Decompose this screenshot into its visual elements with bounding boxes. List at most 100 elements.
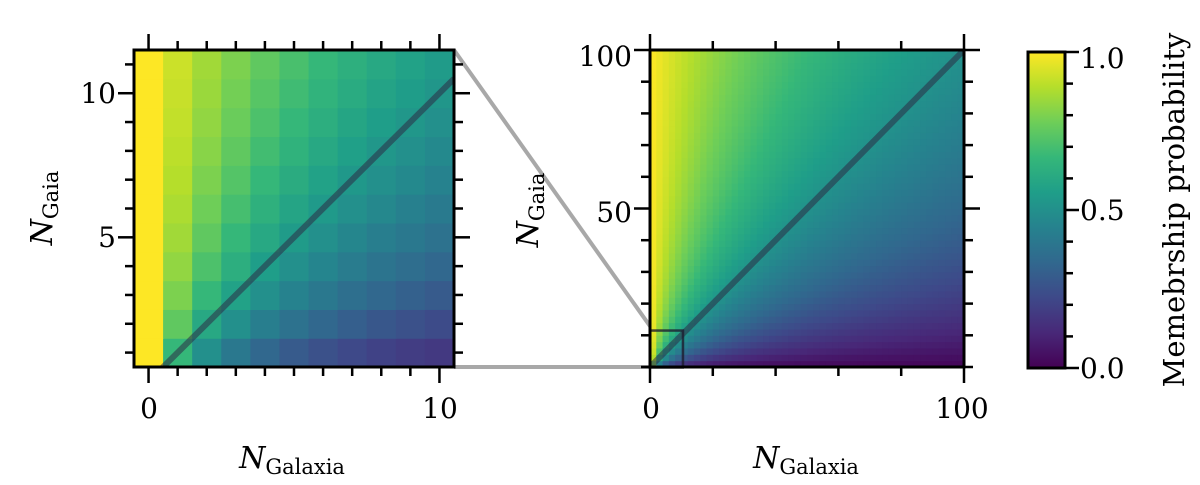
heatmap-cell <box>825 56 833 64</box>
heatmap-cell <box>888 214 896 222</box>
heatmap-cell <box>926 297 934 305</box>
heatmap-cell <box>844 119 852 127</box>
heatmap-cell <box>681 233 689 241</box>
heatmap-cell <box>681 100 689 108</box>
heatmap-cell <box>850 138 858 146</box>
heatmap-cell <box>693 240 701 248</box>
heatmap-cell <box>901 246 908 254</box>
heatmap-cell <box>700 335 708 343</box>
heatmap-cell <box>662 278 670 286</box>
heatmap-cell <box>832 297 839 305</box>
heatmap-cell <box>863 151 871 159</box>
heatmap-cell <box>668 151 676 159</box>
heatmap-cell <box>650 138 657 146</box>
heatmap-cell <box>788 113 795 121</box>
heatmap-cell <box>781 297 789 305</box>
heatmap-cell <box>945 252 952 260</box>
heatmap-cell <box>656 214 664 222</box>
heatmap-cell <box>863 189 871 197</box>
heatmap-cell <box>850 290 858 298</box>
heatmap-cell <box>825 284 833 292</box>
heatmap-cell <box>250 280 281 310</box>
heatmap-cell <box>888 189 896 197</box>
heatmap-cell <box>775 100 783 108</box>
heatmap-cell <box>763 214 770 222</box>
heatmap-cell <box>807 119 814 127</box>
heatmap-cell <box>656 176 664 184</box>
heatmap-cell <box>794 233 802 241</box>
heatmap-cell <box>907 202 915 209</box>
heatmap-cell <box>775 183 783 190</box>
heatmap-cell <box>731 56 739 64</box>
heatmap-cell <box>894 145 902 152</box>
heatmap-cell <box>781 94 789 102</box>
heatmap-cell <box>800 214 808 222</box>
heatmap-cell <box>813 202 821 209</box>
heatmap-cell <box>693 119 701 127</box>
heatmap-cell <box>920 335 927 343</box>
heatmap-cell <box>832 183 839 190</box>
heatmap-cell <box>668 69 676 76</box>
heatmap-cell <box>926 284 934 292</box>
heatmap-cell <box>769 259 777 267</box>
colorbar-label: Memebrship probability <box>1157 32 1191 387</box>
heatmap-cell <box>920 246 927 254</box>
heatmap-cell <box>737 138 745 146</box>
heatmap-cell <box>938 183 946 190</box>
heatmap-cell <box>250 165 281 195</box>
heatmap-cell <box>366 194 397 224</box>
heatmap-cell <box>901 170 908 178</box>
heatmap-cell <box>675 189 682 197</box>
heatmap-cell <box>857 183 865 190</box>
heatmap-cell <box>857 113 865 121</box>
heatmap-cell <box>945 208 952 216</box>
heatmap-cell <box>882 271 890 279</box>
heatmap-cell <box>920 107 927 114</box>
heatmap-cell <box>719 316 726 324</box>
heatmap-cell <box>920 69 927 76</box>
heatmap-cell <box>926 170 934 178</box>
heatmap-cell <box>700 202 708 209</box>
heatmap-cell <box>763 170 770 178</box>
heatmap-cell <box>825 328 833 336</box>
heatmap-cell <box>951 151 959 159</box>
heatmap-cell <box>920 271 927 279</box>
heatmap-cell <box>756 176 764 184</box>
heatmap-cell <box>769 157 777 165</box>
heatmap-cell <box>825 94 833 102</box>
heatmap-cell <box>744 164 751 171</box>
heatmap-cell <box>700 56 708 64</box>
heatmap-cell <box>719 176 726 184</box>
heatmap-cell <box>731 259 739 267</box>
heatmap-cell <box>706 240 714 248</box>
heatmap-cell <box>775 164 783 171</box>
heatmap-cell <box>788 290 795 298</box>
heatmap-cell <box>957 347 964 355</box>
heatmap-cell <box>775 189 783 197</box>
heatmap-cell <box>844 202 852 209</box>
heatmap-cell <box>737 233 745 241</box>
heatmap-cell <box>788 195 795 203</box>
heatmap-cell <box>781 214 789 222</box>
heatmap-cell <box>945 107 952 114</box>
heatmap-cell <box>781 138 789 146</box>
heatmap-cell <box>894 94 902 102</box>
heatmap-cell <box>769 69 777 76</box>
heatmap-cell <box>832 214 839 222</box>
heatmap-cell <box>706 335 714 343</box>
heatmap-cell <box>681 164 689 171</box>
heatmap-cell <box>888 151 896 159</box>
heatmap-cell <box>668 132 676 140</box>
heatmap-cell <box>838 278 846 286</box>
heatmap-cell <box>819 316 827 324</box>
heatmap-cell <box>366 222 397 253</box>
heatmap-cell <box>712 341 720 349</box>
heatmap-cell <box>775 347 783 355</box>
heatmap-cell <box>832 107 839 114</box>
heatmap-cell <box>850 151 858 159</box>
heatmap-cell <box>938 354 946 362</box>
heatmap-cell <box>926 119 934 127</box>
heatmap-cell <box>938 189 946 197</box>
heatmap-cell <box>794 240 802 248</box>
heatmap-cell <box>725 208 733 216</box>
